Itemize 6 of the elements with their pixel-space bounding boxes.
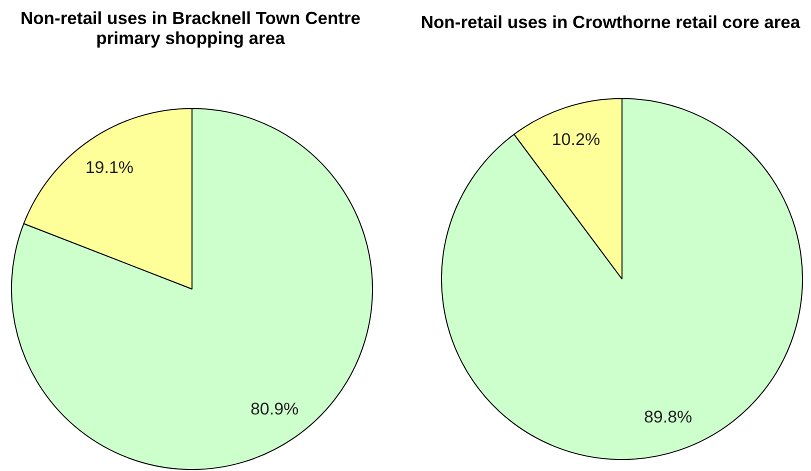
data-label: 89.8% [644,407,692,426]
chart-title: Non-retail uses in Bracknell Town Centre primary shopping area [19,8,362,48]
data-label: 80.9% [250,399,299,418]
data-label: 10.2% [552,130,600,149]
chart-title: Non-retail uses in Crowthorne retail core area [420,12,802,32]
data-label: 19.1% [85,158,134,178]
